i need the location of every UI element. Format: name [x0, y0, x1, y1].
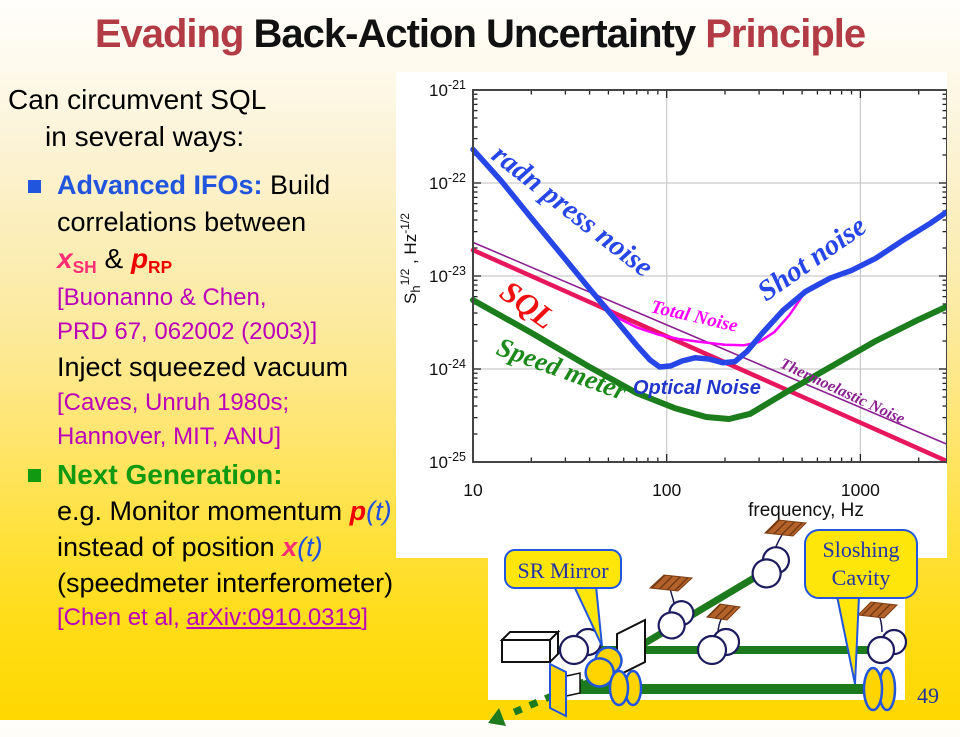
reference-caves-1: [Caves, Unruh 1980s; [57, 389, 290, 416]
position-text: instead of position [57, 532, 283, 562]
reference-chen-pre: [Chen et al, [57, 604, 187, 631]
intro-line-1: Can circumvent SQL [8, 84, 267, 115]
curve-label-total-noise: Total Noise [649, 296, 741, 336]
arxiv-link[interactable]: arXiv:0910.0319 [186, 604, 362, 631]
x-sh-variable: xSH [57, 243, 97, 278]
output-mirror [549, 662, 567, 718]
sr-mirror-label: SR Mirror [517, 558, 609, 583]
x-tick-label: 1000 [841, 480, 880, 500]
bullet1-heading-rest: Build [262, 170, 331, 200]
output-beam-dotted [508, 678, 586, 718]
intro-line-2: in several ways: [45, 121, 245, 152]
page-number: 49 [917, 683, 939, 708]
y-tick-label: 10-25 [429, 450, 466, 472]
bullet-square-icon [28, 469, 41, 482]
ylabel-mid: , Hz [401, 234, 420, 269]
bullet2-heading: Next Generation: [57, 459, 283, 490]
x-variable: x [282, 532, 298, 562]
curve-quantum-noise-radn-press-shot- [470, 146, 947, 370]
ylabel-sup2: -1/2 [398, 213, 412, 234]
y-tick-label: 10-24 [429, 357, 466, 379]
bullet2-line-2: instead of position x(t) [57, 532, 323, 563]
monitor-momentum-text: e.g. Monitor momentum [57, 496, 350, 526]
arm-cavity-end-mirror [866, 628, 908, 665]
x-tick-label: 10 [463, 480, 483, 500]
curve-label-optical-noise: Optical Noise [633, 377, 761, 399]
sloshing-cavity-label-1: Sloshing [822, 537, 899, 562]
p-variable: p [349, 496, 367, 526]
callout-bubble [504, 549, 622, 589]
ylabel-base: S [401, 293, 420, 304]
p-time-arg: (t) [366, 496, 392, 526]
y-axis-label: Sh1/2 , Hz-1/2 [398, 213, 423, 304]
curve-speed-meter [470, 297, 947, 422]
bullet1-line-1: Advanced IFOs: Build [57, 170, 330, 201]
noise-spectrum-chart-panel: radn press noise Shot noise SQL Speed meter… [396, 72, 947, 558]
curve-label-shot-noise: Shot noise [752, 210, 873, 308]
reference-chen-post: ] [361, 604, 368, 631]
y-tick-label: 10-23 [429, 264, 466, 286]
bullet1-inject-line: Inject squeezed vacuum [57, 352, 349, 382]
sloshing-cavity-callout: Sloshing Cavity [804, 529, 918, 685]
page-title: Evading Back-Action Uncertainty Principl… [0, 12, 960, 57]
bullet2-line-1: e.g. Monitor momentum p(t) [57, 496, 392, 527]
diagonal-arm-mirror [657, 600, 695, 640]
title-main: Back-Action Uncertainty [243, 12, 706, 56]
curve-total-noise [588, 285, 807, 347]
suspension-plate-icon [705, 603, 742, 621]
suspension-plate-icon [763, 519, 808, 537]
title-accent-2: Principle [705, 12, 866, 56]
ylabel-sup: 1/2 [398, 268, 412, 285]
reference-caves-2: Hannover, MIT, ANU] [57, 423, 282, 450]
diagonal-arm-end-mirror [751, 546, 791, 589]
bullet1-variables-line: xSH & pRP [57, 243, 172, 278]
reference-buonanno-1: [Buonanno & Chen, [57, 284, 267, 311]
svg-text:Sh1/2 , Hz-1/2: Sh1/2 , Hz-1/2 [398, 213, 423, 304]
sloshing-input-mirror [608, 669, 643, 707]
sr-mirror-callout: SR Mirror [504, 549, 622, 647]
laser-source [499, 629, 561, 665]
speedmeter-diagram-svg: SR Mirror Sloshing Cavity [488, 519, 918, 726]
x-tick-label: 100 [652, 480, 681, 500]
bullet1-line-2: correlations between [57, 207, 307, 237]
p-rp-variable: pRP [130, 243, 173, 278]
reference-buonanno-2: PRD 67, 062002 (2003)] [57, 318, 318, 345]
x-axis-label: frequency, Hz [748, 500, 864, 521]
suspension-plates [648, 519, 899, 621]
suspension-plate-icon [856, 601, 899, 619]
speedmeter-diagram: SR Mirror Sloshing Cavity [463, 517, 930, 732]
output-arrow-icon [488, 708, 506, 726]
arm-cavity-mirror [696, 627, 741, 666]
sloshing-cavity-label-2: Cavity [832, 565, 891, 590]
callout-bubble [804, 529, 918, 599]
plot-border [472, 89, 947, 463]
sr-mirror [584, 646, 623, 688]
sloshing-cavity-mirror [862, 666, 897, 712]
suspension-plate-icon [648, 574, 694, 592]
bullet-square-icon [28, 180, 41, 193]
reference-chen: [Chen et al, arXiv:0910.0319] [57, 604, 368, 632]
ampersand: & [96, 243, 131, 274]
title-accent-1: Evading [94, 12, 245, 56]
x-time-arg: (t) [297, 532, 323, 562]
curve-sql [470, 247, 947, 464]
y-tick-label: 10-22 [429, 171, 466, 193]
bullet1-heading: Advanced IFOs: [57, 170, 263, 200]
bullet2-line-3: (speedmeter interferometer) [57, 568, 394, 598]
input-mirror [558, 627, 603, 666]
curve-label-radn-press-noise: radn press noise [486, 138, 659, 283]
y-tick-label: 10-21 [429, 78, 466, 100]
ylabel-sub: h [408, 285, 423, 292]
